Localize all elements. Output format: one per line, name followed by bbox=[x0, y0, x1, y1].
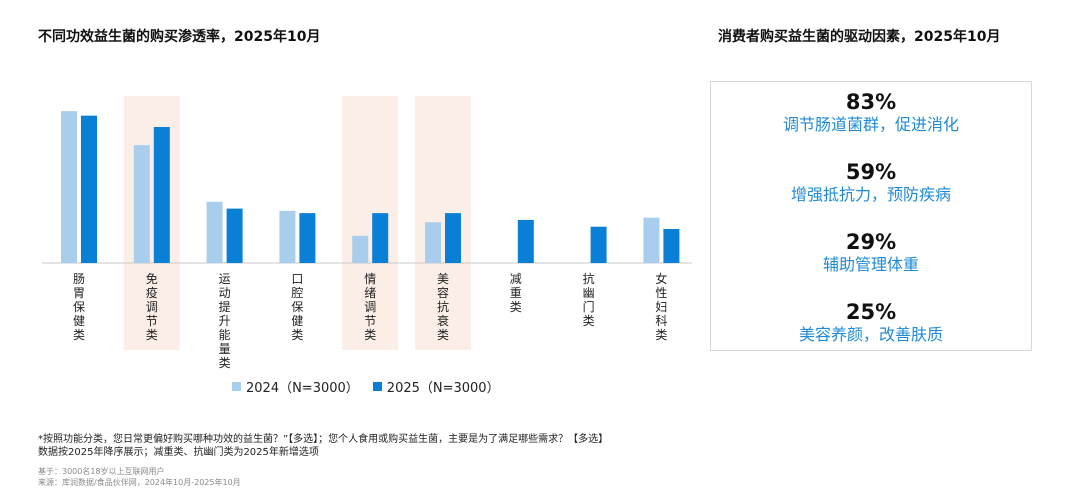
bar-2025 bbox=[663, 229, 680, 263]
bar-2025 bbox=[81, 115, 97, 264]
bar-2025 bbox=[445, 213, 461, 263]
bar-2025 bbox=[299, 213, 316, 263]
legend-swatch-2024 bbox=[232, 382, 241, 391]
drivers-title: 消费者购买益生菌的驱动因素，2025年10月 bbox=[718, 29, 1001, 45]
bar-2024 bbox=[61, 111, 77, 263]
x-tick-label: 抗幽门类 bbox=[583, 271, 595, 328]
driver-item: 29% 辅助管理体重 bbox=[711, 230, 1031, 276]
bar-2025 bbox=[153, 127, 170, 263]
bar-2024 bbox=[279, 210, 296, 263]
driver-percent: 25% bbox=[845, 300, 897, 324]
bar-2024 bbox=[643, 217, 660, 263]
footnote-base: 基于：3000名18岁以上互联网用户 bbox=[38, 467, 165, 476]
bar-2025 bbox=[372, 213, 389, 263]
bar-2024 bbox=[133, 145, 150, 263]
legend-label-2025: 2025（N=3000） bbox=[386, 381, 500, 396]
bar-2025 bbox=[517, 219, 534, 263]
bar-2024 bbox=[425, 222, 441, 263]
driver-item: 25% 美容养颜，改善肤质 bbox=[711, 300, 1031, 346]
legend-item-2024: 2024（N=3000） bbox=[232, 377, 359, 396]
drivers-panel: 83% 调节肠道菌群，促进消化 59% 增强抵抗力，预防疾病 29% 辅助管理体… bbox=[710, 81, 1032, 351]
x-tick-label: 减重类 bbox=[510, 272, 522, 314]
x-tick-label: 女性妇科类 bbox=[655, 271, 667, 342]
x-tick-label: 免疫调节类 bbox=[146, 271, 158, 342]
x-tick-label: 情绪调节类 bbox=[364, 272, 376, 342]
bar-2025 bbox=[590, 226, 607, 263]
chart-title: 不同功效益生菌的购买渗透率，2025年10月 bbox=[38, 29, 321, 45]
driver-percent: 29% bbox=[845, 230, 897, 254]
bar-2024 bbox=[206, 201, 223, 263]
category-highlight bbox=[123, 96, 180, 350]
x-tick-label: 运动提升能量类 bbox=[219, 272, 231, 370]
footnote-question: *按照功能分类，您日常更偏好购买哪种功效的益生菌？”【多选】；您个人食用或购买益… bbox=[38, 434, 609, 445]
legend-label-2024: 2024（N=3000） bbox=[246, 381, 359, 396]
bar-chart: 肠胃保健类 免疫调节类 运动提升能量类 口腔保健类 情绪调节类 美容抗衰类 减重类 抗幽门类 女… bbox=[42, 96, 692, 370]
driver-percent: 83% bbox=[845, 90, 897, 114]
chart-legend: 2024（N=3000） 2025（N=3000） bbox=[232, 377, 514, 396]
driver-percent: 59% bbox=[845, 160, 897, 184]
driver-item: 83% 调节肠道菌群，促进消化 bbox=[711, 90, 1031, 136]
x-tick-label: 口腔保健类 bbox=[291, 272, 303, 342]
category-highlight bbox=[415, 96, 471, 350]
legend-swatch-2025 bbox=[372, 382, 382, 391]
legend-item-2025: 2025（N=3000） bbox=[372, 377, 500, 396]
bar-2024 bbox=[352, 235, 369, 263]
driver-label: 辅助管理体重 bbox=[822, 255, 919, 274]
category-highlight bbox=[342, 96, 399, 350]
driver-item: 59% 增强抵抗力，预防疾病 bbox=[711, 160, 1031, 206]
footnote-order: 数据按2025年降序展示；减重类、抗幽门类为2025年新增选项 bbox=[38, 447, 319, 458]
bar-2025 bbox=[226, 208, 243, 263]
x-tick-label: 美容抗衰类 bbox=[437, 272, 449, 342]
x-tick-label: 肠胃保健类 bbox=[73, 272, 85, 342]
driver-label: 增强抵抗力，预防疾病 bbox=[790, 185, 951, 204]
driver-label: 美容养颜，改善肤质 bbox=[798, 325, 943, 344]
footnote-source: 来源：库润数据/食品伙伴网，2024年10月-2025年10月 bbox=[38, 478, 241, 487]
driver-label: 调节肠道菌群，促进消化 bbox=[782, 115, 959, 134]
